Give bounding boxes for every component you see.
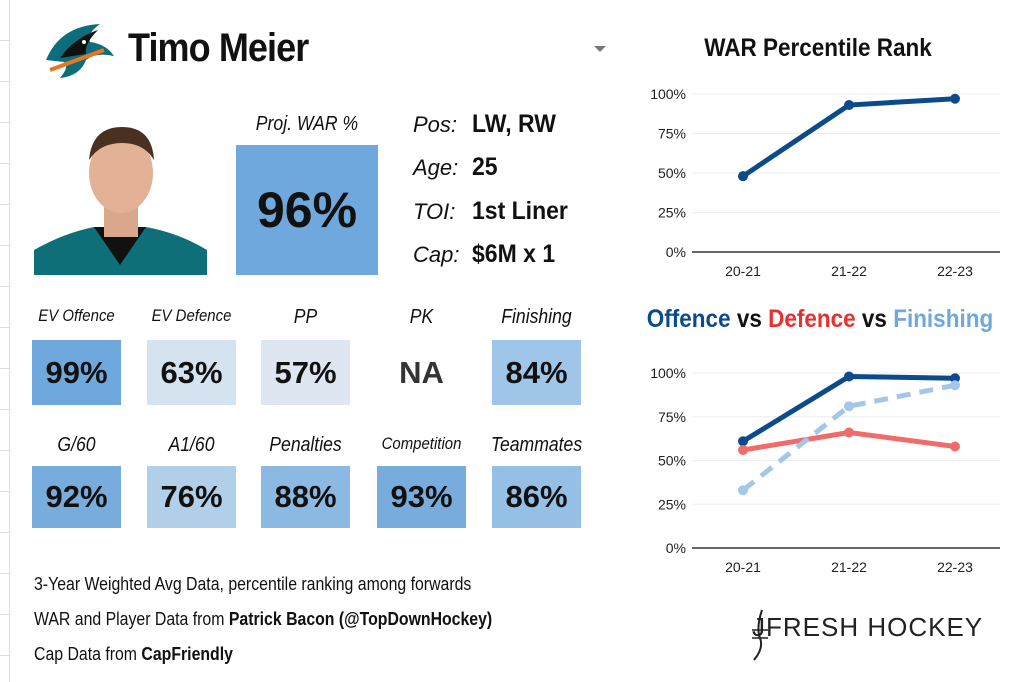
stat-tile: 92%: [32, 466, 121, 528]
source-author: Patrick Bacon (@TopDownHockey): [228, 609, 493, 629]
title-offence: Offence: [646, 305, 731, 333]
series-line-finishing: [741, 382, 956, 493]
y-tick-label: 0%: [666, 540, 686, 556]
x-tick-label: 22-23: [937, 559, 973, 575]
cap-source: CapFriendly: [141, 644, 233, 664]
cap-prefix: Cap Data from: [34, 644, 142, 664]
info-label: TOI:: [413, 199, 456, 224]
source-prefix: WAR and Player Data from: [34, 609, 229, 629]
info-value: 25: [472, 153, 498, 181]
y-tick-label: 50%: [658, 453, 686, 469]
chart2-title: Offence vs Defence vs Finishing: [640, 305, 1000, 334]
player-dropdown-arrow[interactable]: [594, 46, 606, 52]
stat-tile: 84%: [492, 340, 581, 405]
data-point: [844, 401, 854, 412]
spreadsheet-gridlines: [0, 0, 10, 682]
stat-tile: 76%: [147, 466, 236, 528]
footer-cap-source: Cap Data from CapFriendly: [34, 644, 233, 665]
war-percentile-chart: 0% 25% 50% 75% 100% 20-21 21-22 22-23: [650, 86, 1000, 279]
data-point: [844, 100, 854, 111]
title-vs: vs: [855, 305, 894, 333]
player-headshot: [34, 115, 207, 275]
stat-label: A1/60: [168, 434, 215, 456]
footer-note: 3-Year Weighted Avg Data, percentile ran…: [34, 574, 472, 594]
x-tick-label: 22-23: [937, 263, 973, 279]
brand-name: JFRESH HOCKEY: [752, 612, 984, 642]
y-tick-label: 25%: [658, 496, 686, 512]
stat-tile: NA: [377, 340, 466, 405]
info-value: LW, RW: [472, 110, 556, 138]
chart1-title: WAR Percentile Rank: [704, 34, 932, 62]
stat-tile: 63%: [147, 340, 236, 405]
stat-tile: 86%: [492, 466, 581, 528]
stat-tile: 99%: [32, 340, 121, 405]
data-point: [738, 445, 748, 455]
proj-war-value: 96%: [236, 145, 378, 275]
y-tick-label: 100%: [650, 86, 686, 102]
data-point: [738, 485, 748, 496]
sharks-logo: [46, 24, 114, 78]
stat-tile: 88%: [261, 466, 350, 528]
info-value: $6M x 1: [472, 240, 556, 268]
data-point: [950, 93, 960, 104]
data-point: [950, 373, 960, 384]
y-tick-label: 25%: [658, 205, 686, 221]
stat-label: PP: [293, 306, 318, 328]
data-point: [950, 380, 960, 391]
stat-label: PK: [409, 306, 434, 328]
series-line-war: [741, 96, 956, 179]
data-point: [738, 171, 748, 182]
y-tick-label: 75%: [658, 409, 686, 425]
title-vs: vs: [730, 305, 769, 333]
stat-tile: 57%: [261, 340, 350, 405]
x-tick-label: 20-21: [725, 263, 761, 279]
stat-label: G/60: [57, 434, 96, 456]
y-tick-label: 75%: [658, 126, 686, 142]
title-finishing: Finishing: [893, 305, 994, 333]
data-point: [844, 371, 854, 382]
stat-label: Penalties: [269, 434, 342, 456]
stat-tile: 93%: [377, 466, 466, 528]
stat-label: EV Offence: [38, 306, 115, 325]
player-name: Timo Meier: [128, 26, 309, 70]
y-tick-label: 0%: [666, 244, 686, 260]
info-label: Age:: [413, 155, 459, 180]
stat-label: Competition: [381, 434, 462, 453]
info-label: Cap:: [413, 242, 460, 267]
x-tick-label: 21-22: [831, 559, 867, 575]
y-tick-label: 100%: [650, 365, 686, 381]
proj-war-label: Proj. WAR %: [255, 113, 359, 135]
info-value: 1st Liner: [472, 197, 568, 225]
x-tick-label: 21-22: [831, 263, 867, 279]
stat-label: Teammates: [490, 434, 583, 456]
stat-label: EV Defence: [151, 306, 232, 325]
footer-war-source: WAR and Player Data from Patrick Bacon (…: [34, 609, 492, 630]
offence-defence-finishing-chart: 0% 25% 50% 75% 100% 20-21 21-22 22-23: [650, 365, 1000, 575]
title-defence: Defence: [768, 305, 856, 333]
info-label: Pos:: [413, 112, 458, 137]
y-tick-label: 50%: [658, 165, 686, 181]
data-point: [844, 427, 854, 438]
data-point: [738, 436, 748, 447]
jfresh-logo-icon: [752, 609, 768, 661]
x-tick-label: 20-21: [725, 559, 761, 575]
data-point: [950, 441, 960, 452]
stat-label: Finishing: [501, 306, 572, 328]
